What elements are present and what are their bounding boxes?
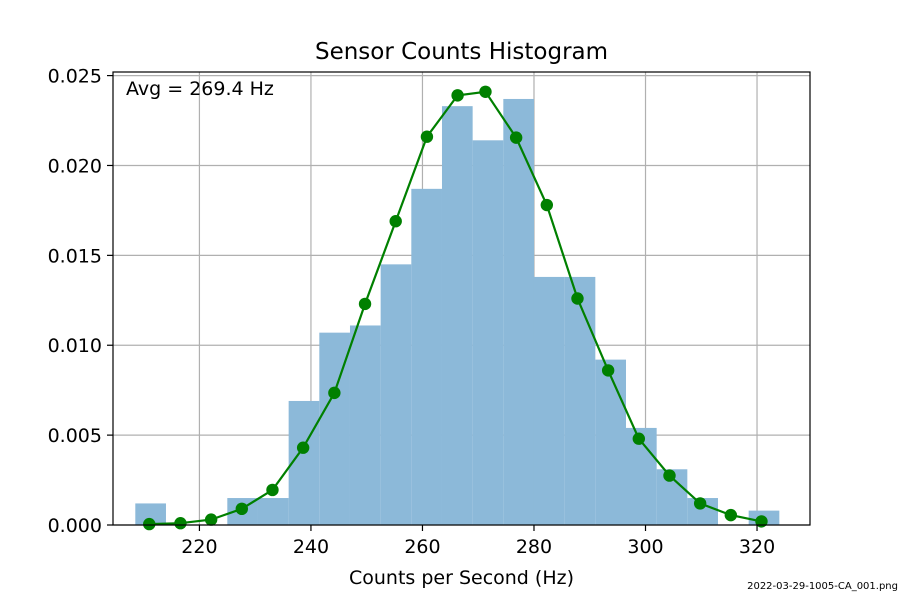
histogram-bar <box>135 503 166 525</box>
curve-point <box>724 508 738 522</box>
curve-point <box>571 292 584 305</box>
curve-point <box>451 89 464 102</box>
curve-point <box>601 364 615 377</box>
histogram-bar <box>380 264 412 525</box>
histogram-bar <box>595 359 626 525</box>
y-tick-label: 0.000 <box>48 515 102 537</box>
curve-point <box>632 432 646 445</box>
curve-point <box>540 198 554 212</box>
fit-curve <box>143 85 768 531</box>
histogram-bar <box>533 276 565 525</box>
curve-point <box>663 469 676 482</box>
histogram-bars <box>135 98 780 526</box>
histogram-bar <box>564 276 596 525</box>
y-tick-label: 0.020 <box>48 155 102 177</box>
curve-point <box>174 517 187 530</box>
axes-frame <box>112 71 811 526</box>
curve-point <box>204 513 218 526</box>
histogram-bar <box>503 98 534 525</box>
axis-ticks: 220 240 260 280 300 320 0.000 0.005 0.010 0.015 0.… <box>48 66 776 558</box>
x-tick-label: 220 <box>181 536 217 558</box>
x-axis-label: Counts per Second (Hz) <box>349 567 574 589</box>
histogram-bar <box>257 498 289 525</box>
curve-point <box>389 215 402 228</box>
x-tick-label: 240 <box>293 536 329 558</box>
average-annotation: Avg = 269.4 Hz <box>126 78 274 100</box>
y-tick-label: 0.005 <box>48 425 102 447</box>
histogram-bar <box>288 400 320 525</box>
y-tick-label: 0.025 <box>48 66 102 88</box>
x-tick-label: 320 <box>739 536 775 558</box>
chart-title: Sensor Counts Histogram <box>315 39 608 65</box>
curve-point <box>266 483 279 497</box>
histogram-bar <box>411 188 442 525</box>
curve-point <box>509 131 523 144</box>
histogram-bar <box>441 106 473 526</box>
histogram-bar <box>472 140 504 526</box>
curve-point <box>328 386 341 400</box>
curve-point <box>235 502 249 516</box>
curve-point <box>296 441 310 454</box>
y-tick-label: 0.015 <box>48 245 102 267</box>
curve-point <box>420 130 434 143</box>
x-tick-label: 300 <box>627 536 663 558</box>
x-tick-label: 280 <box>516 536 552 558</box>
curve-point <box>479 85 492 98</box>
curve-point <box>358 297 372 311</box>
histogram-bar <box>349 325 381 525</box>
x-tick-label: 260 <box>404 536 440 558</box>
curve-point <box>693 497 707 510</box>
footer-filename: 2022-03-29-1005-CA_001.png <box>747 581 898 592</box>
y-tick-label: 0.010 <box>48 335 102 357</box>
curve-point <box>143 517 156 531</box>
